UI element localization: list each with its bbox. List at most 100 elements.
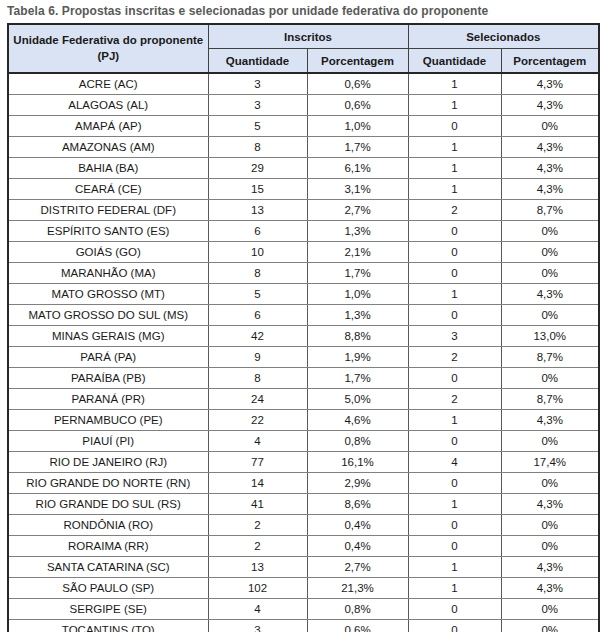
uf-cell: SANTA CATARINA (SC) <box>8 557 208 578</box>
table-row: PARÁ (PA) 9 1,9% 2 8,7% <box>8 347 599 368</box>
selecionados-porcentagem-cell: 0% <box>501 305 599 326</box>
column-header-selecionados-porcentagem: Porcentagem <box>501 49 599 74</box>
selecionados-quantidade-cell: 0 <box>408 431 501 452</box>
inscritos-porcentagem-cell: 16,1% <box>307 452 408 473</box>
selecionados-porcentagem-cell: 17,4% <box>501 452 599 473</box>
inscritos-quantidade-cell: 3 <box>208 95 307 116</box>
table-header: Unidade Federativa do proponente (PJ) In… <box>8 24 599 73</box>
inscritos-porcentagem-cell: 8,6% <box>307 494 408 515</box>
inscritos-porcentagem-cell: 2,9% <box>307 473 408 494</box>
inscritos-porcentagem-cell: 1,7% <box>307 368 408 389</box>
inscritos-quantidade-cell: 15 <box>208 179 307 200</box>
column-group-selecionados: Selecionados <box>408 24 599 49</box>
column-group-inscritos: Inscritos <box>208 24 408 49</box>
inscritos-quantidade-cell: 14 <box>208 473 307 494</box>
table-row: RIO GRANDE DO NORTE (RN) 14 2,9% 0 0% <box>8 473 599 494</box>
uf-cell: MINAS GERAIS (MG) <box>8 326 208 347</box>
inscritos-quantidade-cell: 9 <box>208 347 307 368</box>
selecionados-quantidade-cell: 0 <box>408 473 501 494</box>
inscritos-porcentagem-cell: 0,6% <box>307 620 408 632</box>
table-row: RORAIMA (RR) 2 0,4% 0 0% <box>8 536 599 557</box>
inscritos-porcentagem-cell: 8,8% <box>307 326 408 347</box>
inscritos-porcentagem-cell: 2,7% <box>307 200 408 221</box>
inscritos-quantidade-cell: 5 <box>208 284 307 305</box>
inscritos-quantidade-cell: 29 <box>208 158 307 179</box>
inscritos-porcentagem-cell: 4,6% <box>307 410 408 431</box>
selecionados-porcentagem-cell: 0% <box>501 368 599 389</box>
table-row: GOIÁS (GO) 10 2,1% 0 0% <box>8 242 599 263</box>
inscritos-porcentagem-cell: 1,0% <box>307 284 408 305</box>
selecionados-porcentagem-cell: 4,3% <box>501 95 599 116</box>
selecionados-quantidade-cell: 3 <box>408 326 501 347</box>
inscritos-porcentagem-cell: 1,3% <box>307 221 408 242</box>
selecionados-quantidade-cell: 2 <box>408 389 501 410</box>
inscritos-quantidade-cell: 3 <box>208 620 307 632</box>
selecionados-porcentagem-cell: 0% <box>501 431 599 452</box>
table-row: RIO GRANDE DO SUL (RS) 41 8,6% 1 4,3% <box>8 494 599 515</box>
column-header-selecionados-quantidade: Quantidade <box>408 49 501 74</box>
selecionados-porcentagem-cell: 0% <box>501 242 599 263</box>
table-row: SÃO PAULO (SP) 102 21,3% 1 4,3% <box>8 578 599 599</box>
inscritos-porcentagem-cell: 21,3% <box>307 578 408 599</box>
selecionados-quantidade-cell: 1 <box>408 158 501 179</box>
selecionados-quantidade-cell: 0 <box>408 305 501 326</box>
inscritos-quantidade-cell: 6 <box>208 221 307 242</box>
inscritos-porcentagem-cell: 0,6% <box>307 73 408 95</box>
selecionados-porcentagem-cell: 8,7% <box>501 200 599 221</box>
selecionados-quantidade-cell: 0 <box>408 599 501 620</box>
uf-cell: ACRE (AC) <box>8 73 208 95</box>
table-row: MATO GROSSO (MT) 5 1,0% 1 4,3% <box>8 284 599 305</box>
selecionados-quantidade-cell: 0 <box>408 116 501 137</box>
selecionados-quantidade-cell: 2 <box>408 200 501 221</box>
table-row: DISTRITO FEDERAL (DF) 13 2,7% 2 8,7% <box>8 200 599 221</box>
table-row: ACRE (AC) 3 0,6% 1 4,3% <box>8 73 599 95</box>
selecionados-quantidade-cell: 1 <box>408 73 501 95</box>
table-row: PARANÁ (PR) 24 5,0% 2 8,7% <box>8 389 599 410</box>
page-title: Tabela 6. Propostas inscritas e selecion… <box>7 4 605 18</box>
uf-cell: PIAUÍ (PI) <box>8 431 208 452</box>
uf-cell: DISTRITO FEDERAL (DF) <box>8 200 208 221</box>
selecionados-porcentagem-cell: 8,7% <box>501 389 599 410</box>
selecionados-quantidade-cell: 0 <box>408 368 501 389</box>
table-row: SANTA CATARINA (SC) 13 2,7% 1 4,3% <box>8 557 599 578</box>
selecionados-porcentagem-cell: 0% <box>501 116 599 137</box>
inscritos-quantidade-cell: 22 <box>208 410 307 431</box>
uf-cell: AMAPÁ (AP) <box>8 116 208 137</box>
selecionados-quantidade-cell: 0 <box>408 242 501 263</box>
uf-cell: GOIÁS (GO) <box>8 242 208 263</box>
selecionados-porcentagem-cell: 4,3% <box>501 410 599 431</box>
table-row: RONDÔNIA (RO) 2 0,4% 0 0% <box>8 515 599 536</box>
inscritos-quantidade-cell: 3 <box>208 73 307 95</box>
uf-cell: ESPÍRITO SANTO (ES) <box>8 221 208 242</box>
inscritos-porcentagem-cell: 1,9% <box>307 347 408 368</box>
table-row: MINAS GERAIS (MG) 42 8,8% 3 13,0% <box>8 326 599 347</box>
group-header-row: Unidade Federativa do proponente (PJ) In… <box>8 24 599 49</box>
inscritos-porcentagem-cell: 2,1% <box>307 242 408 263</box>
column-header-inscritos-porcentagem: Porcentagem <box>307 49 408 74</box>
selecionados-quantidade-cell: 1 <box>408 557 501 578</box>
inscritos-quantidade-cell: 8 <box>208 263 307 284</box>
table-row: SERGIPE (SE) 4 0,8% 0 0% <box>8 599 599 620</box>
uf-cell: RIO GRANDE DO NORTE (RN) <box>8 473 208 494</box>
inscritos-quantidade-cell: 6 <box>208 305 307 326</box>
table-row: MATO GROSSO DO SUL (MS) 6 1,3% 0 0% <box>8 305 599 326</box>
selecionados-porcentagem-cell: 13,0% <box>501 326 599 347</box>
selecionados-quantidade-cell: 1 <box>408 179 501 200</box>
selecionados-porcentagem-cell: 8,7% <box>501 347 599 368</box>
uf-cell: PERNAMBUCO (PE) <box>8 410 208 431</box>
uf-cell: MATO GROSSO DO SUL (MS) <box>8 305 208 326</box>
selecionados-porcentagem-cell: 4,3% <box>501 179 599 200</box>
table-row: ALAGOAS (AL) 3 0,6% 1 4,3% <box>8 95 599 116</box>
inscritos-quantidade-cell: 4 <box>208 599 307 620</box>
table-row: RIO DE JANEIRO (RJ) 77 16,1% 4 17,4% <box>8 452 599 473</box>
uf-cell: MATO GROSSO (MT) <box>8 284 208 305</box>
inscritos-quantidade-cell: 8 <box>208 368 307 389</box>
inscritos-quantidade-cell: 8 <box>208 137 307 158</box>
uf-cell: RORAIMA (RR) <box>8 536 208 557</box>
inscritos-quantidade-cell: 4 <box>208 431 307 452</box>
uf-cell: SERGIPE (SE) <box>8 599 208 620</box>
selecionados-quantidade-cell: 1 <box>408 494 501 515</box>
table-row: MARANHÃO (MA) 8 1,7% 0 0% <box>8 263 599 284</box>
uf-cell: ALAGOAS (AL) <box>8 95 208 116</box>
inscritos-quantidade-cell: 24 <box>208 389 307 410</box>
